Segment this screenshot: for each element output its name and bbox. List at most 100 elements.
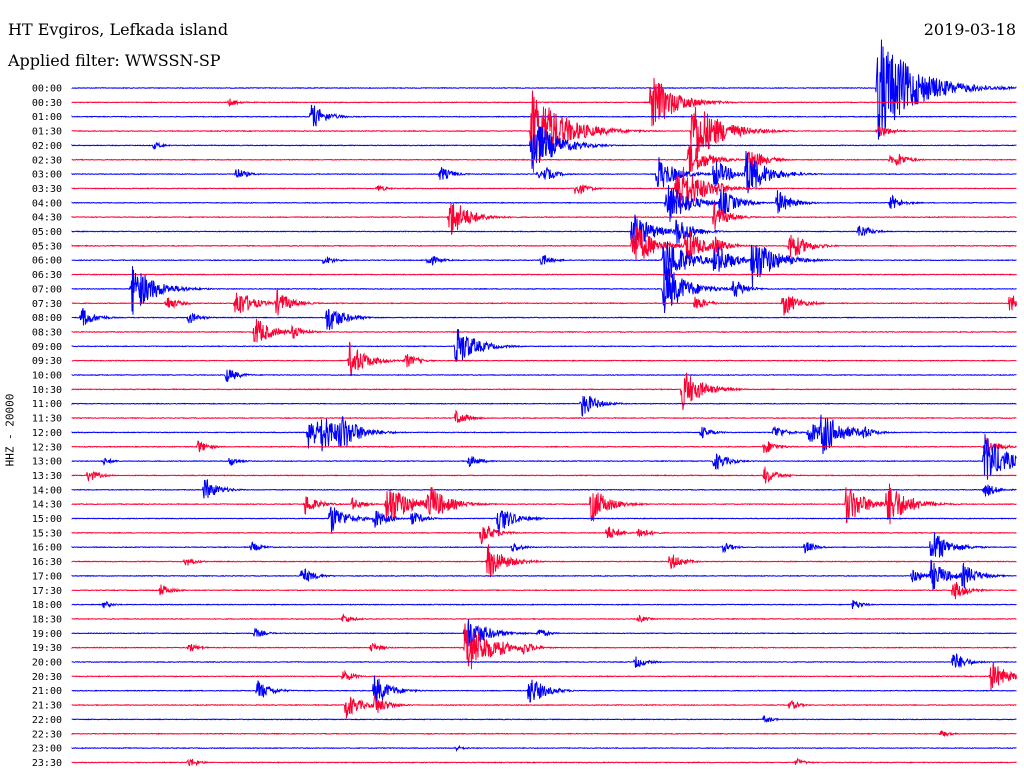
trace-row xyxy=(71,409,1017,424)
row-label: 23:30 xyxy=(32,758,62,769)
row-label: 03:00 xyxy=(32,170,62,181)
row-label: 14:00 xyxy=(32,485,62,496)
trace-row xyxy=(71,77,1017,127)
row-label-group: 00:00 00:30 01:00 01:30 02:00 02:30 03:00 03:30… xyxy=(32,84,62,769)
row-label: 17:00 xyxy=(32,571,62,582)
row-label: 14:30 xyxy=(32,500,62,511)
row-label: 20:30 xyxy=(32,672,62,683)
filter-label: Applied filter: WWSSN-SP xyxy=(8,51,221,70)
row-label: 08:00 xyxy=(32,313,62,324)
trace-row xyxy=(71,544,1017,578)
row-label: 05:30 xyxy=(32,241,62,252)
row-label: 04:30 xyxy=(32,213,62,224)
trace-row xyxy=(71,675,1017,704)
row-label: 10:00 xyxy=(32,371,62,382)
trace-row xyxy=(71,559,1017,590)
row-label: 13:00 xyxy=(32,457,62,468)
trace-row xyxy=(71,525,1017,545)
row-label: 09:30 xyxy=(32,356,62,367)
row-label: 10:30 xyxy=(32,385,62,396)
row-label: 12:00 xyxy=(32,428,62,439)
row-label: 16:30 xyxy=(32,557,62,568)
trace-row xyxy=(71,307,1017,330)
row-label: 02:30 xyxy=(32,155,62,166)
trace-row xyxy=(71,744,1017,753)
row-label: 16:00 xyxy=(32,543,62,554)
trace-row xyxy=(71,273,1017,276)
row-label: 01:00 xyxy=(32,112,62,123)
row-label: 13:30 xyxy=(32,471,62,482)
trace-row xyxy=(71,532,1017,558)
trace-row xyxy=(71,414,1017,455)
trace-row xyxy=(71,329,1017,363)
trace-row xyxy=(71,202,1017,236)
trace-row xyxy=(71,39,1017,140)
row-label: 00:30 xyxy=(32,98,62,109)
trace-row xyxy=(71,166,1017,210)
row-label: 07:00 xyxy=(32,284,62,295)
row-label: 22:00 xyxy=(32,715,62,726)
row-label: 19:30 xyxy=(32,643,62,654)
row-label: 01:30 xyxy=(32,127,62,138)
row-label: 23:00 xyxy=(32,744,62,755)
row-label: 07:30 xyxy=(32,299,62,310)
trace-row xyxy=(71,437,1017,455)
trace-row xyxy=(71,226,1017,261)
row-label: 18:00 xyxy=(32,600,62,611)
trace-row xyxy=(71,623,1017,670)
trace-row xyxy=(71,341,1017,377)
row-label: 00:00 xyxy=(32,84,62,95)
row-label: 09:00 xyxy=(32,342,62,353)
trace-row xyxy=(71,506,1017,533)
trace-row xyxy=(71,757,1017,767)
trace-row xyxy=(71,214,1017,246)
row-label: 19:00 xyxy=(32,629,62,640)
row-label: 06:30 xyxy=(32,270,62,281)
row-label: 20:00 xyxy=(32,658,62,669)
trace-row xyxy=(71,150,1017,194)
row-label: 15:00 xyxy=(32,514,62,525)
trace-row xyxy=(71,185,1017,222)
trace-row xyxy=(71,613,1017,623)
row-label: 11:00 xyxy=(32,399,62,410)
row-label: 22:30 xyxy=(32,729,62,740)
trace-row xyxy=(71,241,1017,288)
row-label: 21:30 xyxy=(32,701,62,712)
row-label: 04:00 xyxy=(32,198,62,209)
trace-row xyxy=(71,478,1017,499)
trace-row xyxy=(71,582,1017,600)
trace-row xyxy=(71,90,1017,173)
trace-row xyxy=(71,652,1017,669)
trace-row xyxy=(71,288,1017,316)
trace-row xyxy=(71,715,1017,724)
trace-row xyxy=(71,599,1017,610)
row-label: 21:00 xyxy=(32,686,62,697)
trace-row xyxy=(71,395,1017,417)
row-label: 08:30 xyxy=(32,327,62,338)
row-label: 18:30 xyxy=(32,614,62,625)
trace-row xyxy=(71,483,1017,525)
row-label: 05:00 xyxy=(32,227,62,238)
date-label: 2019-03-18 xyxy=(923,20,1016,39)
trace-row xyxy=(71,695,1017,719)
row-label: 15:30 xyxy=(32,528,62,539)
trace-row xyxy=(71,466,1017,484)
trace-row xyxy=(71,126,1017,169)
trace-row xyxy=(71,372,1017,411)
trace-group xyxy=(71,39,1017,767)
trace-row xyxy=(71,619,1017,649)
row-label: 02:00 xyxy=(32,141,62,152)
row-label: 06:00 xyxy=(32,256,62,267)
trace-row xyxy=(71,369,1017,382)
trace-row xyxy=(71,434,1017,480)
row-label: 11:30 xyxy=(32,414,62,425)
station-title: HT Evgiros, Lefkada island xyxy=(8,20,229,39)
row-label: 12:30 xyxy=(32,442,62,453)
trace-row xyxy=(71,266,1017,315)
trace-row xyxy=(71,662,1017,691)
trace-row xyxy=(71,143,1017,173)
trace-row xyxy=(71,318,1017,343)
trace-row xyxy=(71,730,1017,737)
row-label: 17:30 xyxy=(32,586,62,597)
